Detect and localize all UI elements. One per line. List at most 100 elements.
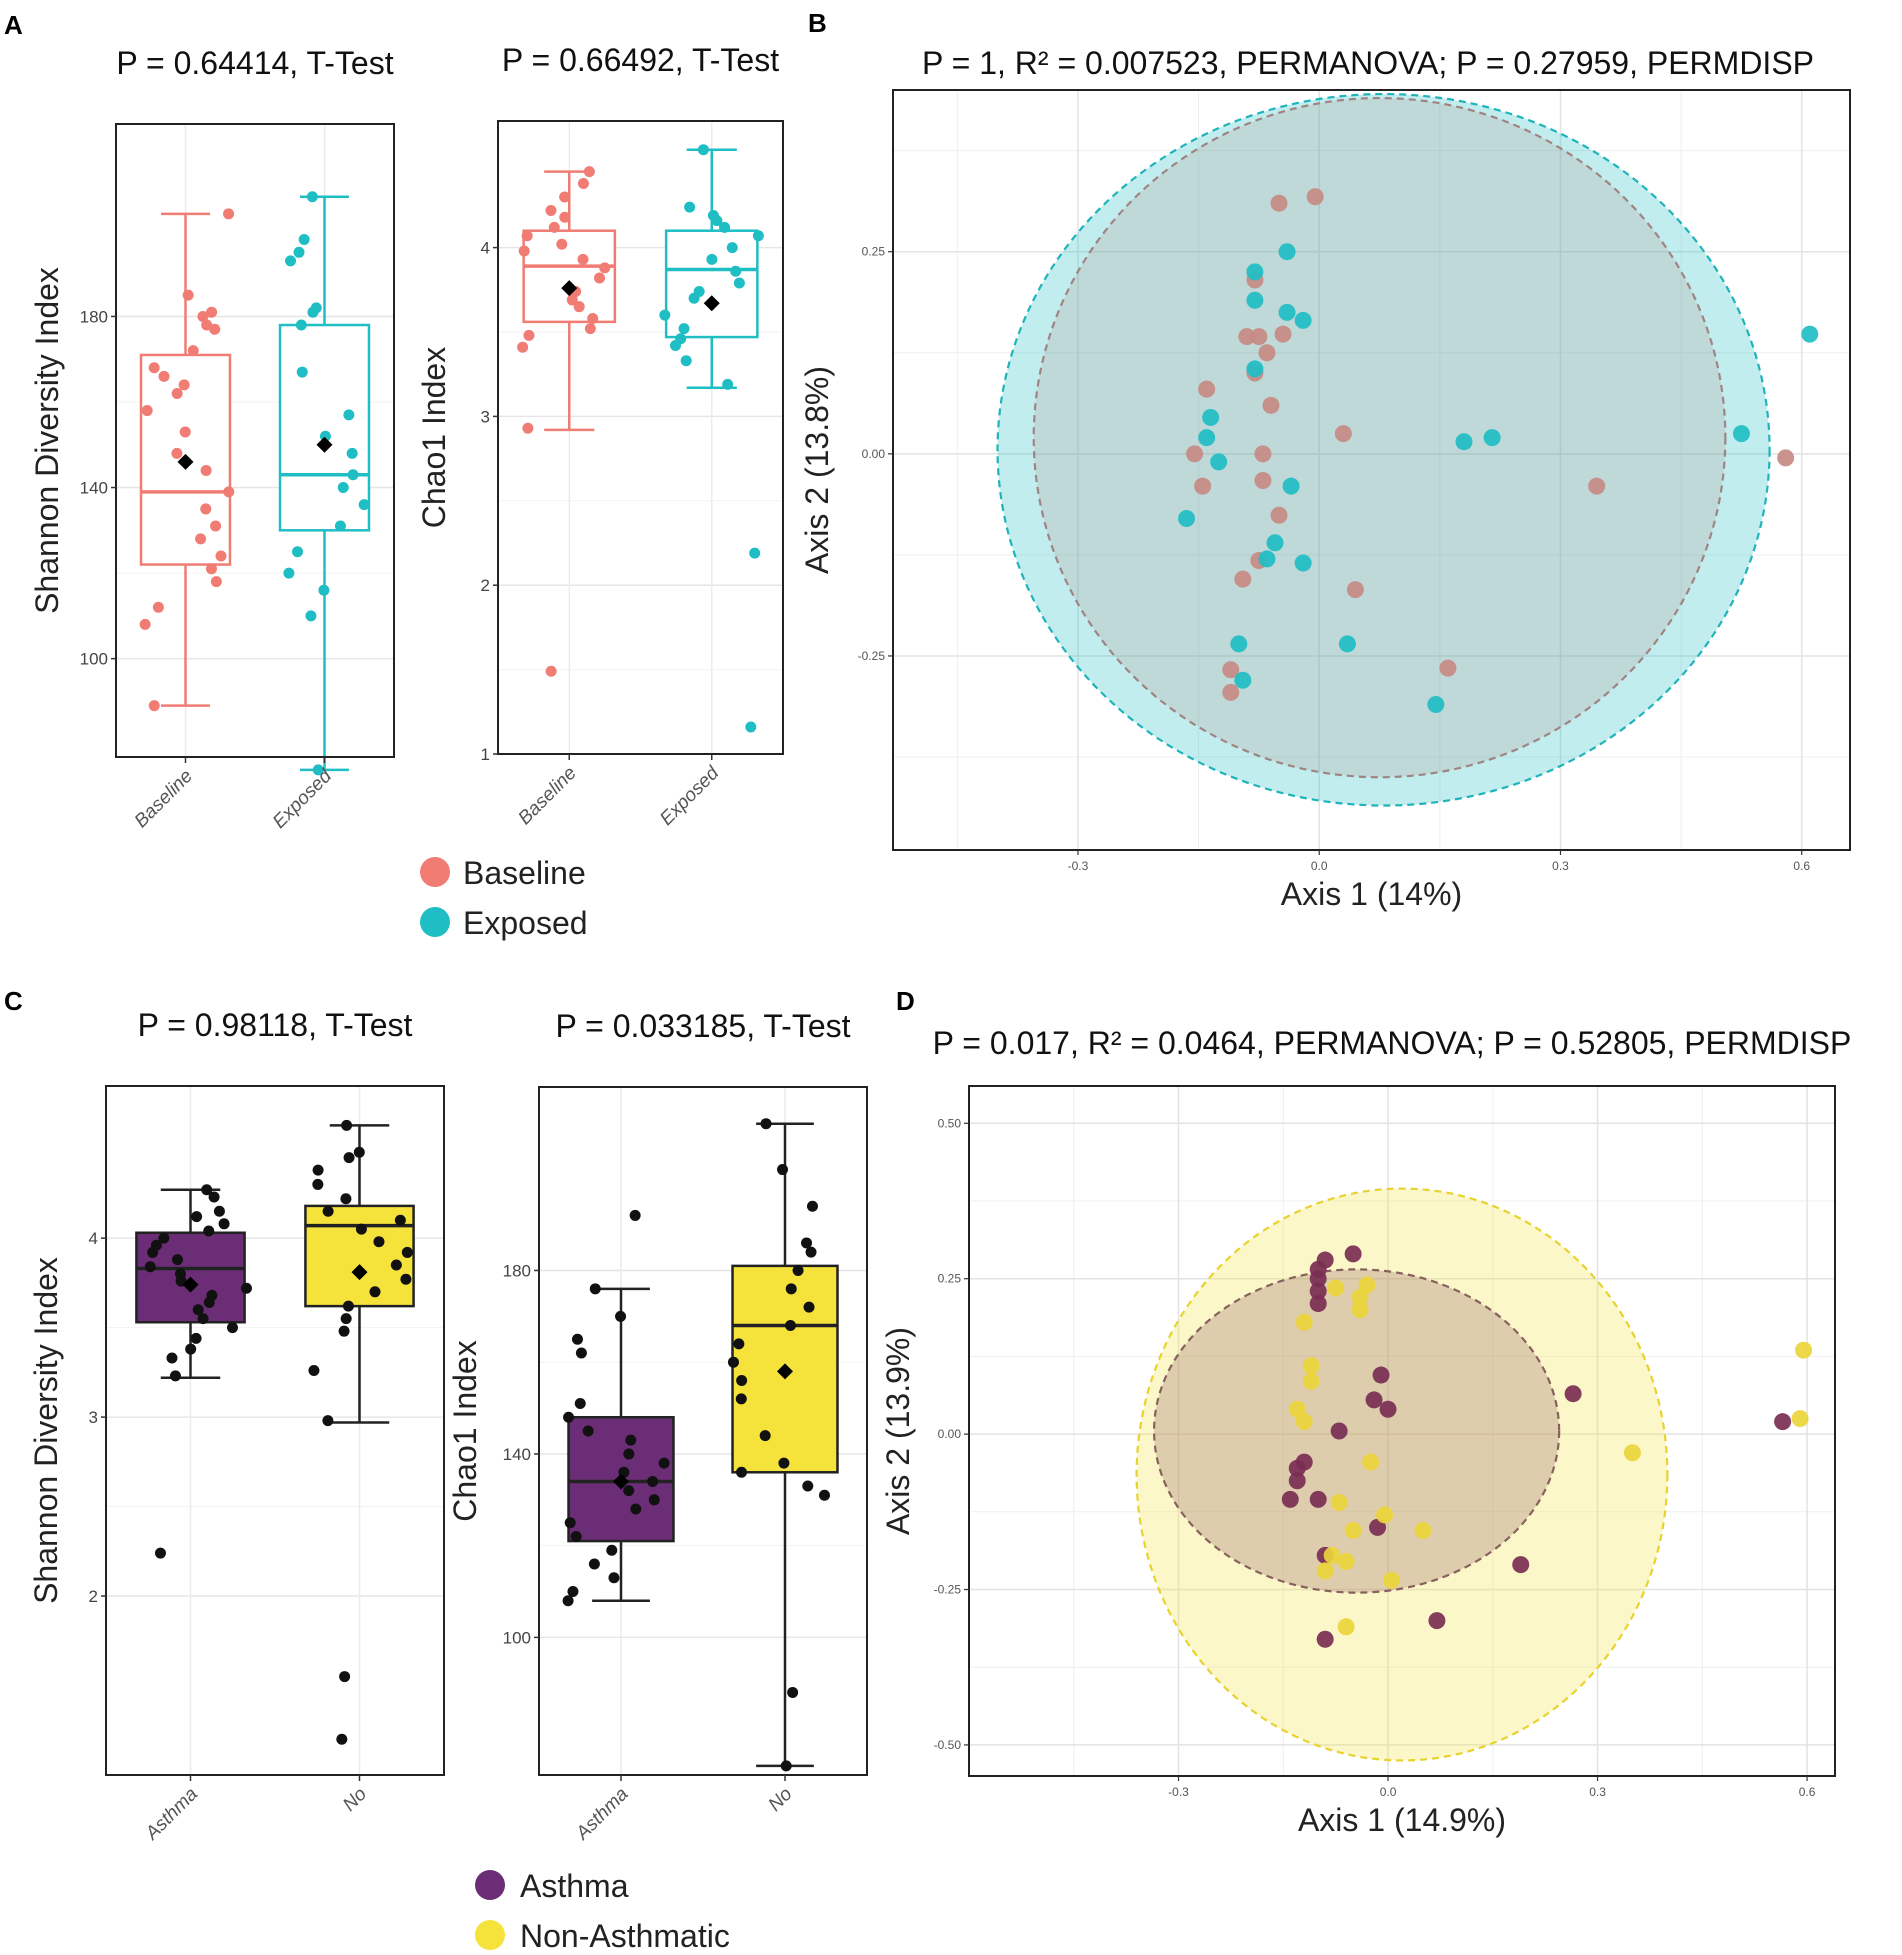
data-point-exposed [1294, 311, 1312, 329]
data-point [191, 1211, 203, 1223]
data-point [733, 1338, 745, 1350]
data-point [548, 221, 560, 233]
data-point [342, 1300, 354, 1312]
data-point [353, 1146, 365, 1158]
data-point-baseline [1306, 188, 1324, 206]
data-point-exposed [1338, 635, 1356, 653]
data-point [298, 233, 310, 245]
box-exposed [278, 323, 371, 532]
data-point-asthma [1330, 1422, 1348, 1440]
data-point-baseline [1222, 683, 1240, 701]
panel-label-c: C [4, 986, 23, 1016]
legend-swatch-asthma [475, 1870, 505, 1900]
y-tick-label: 140 [503, 1445, 531, 1464]
data-point-non-asthmatic [1376, 1506, 1394, 1524]
data-point [726, 242, 738, 254]
y-tick-label: 180 [503, 1261, 531, 1280]
legend-swatch-nonasthmatic [475, 1920, 505, 1950]
panel-label-a: A [4, 10, 23, 40]
x-tick-label: 0.3 [1552, 859, 1569, 873]
data-point [141, 405, 153, 417]
data-point-baseline [1262, 396, 1280, 414]
data-point [562, 1595, 574, 1607]
data-point [805, 1246, 817, 1258]
data-point [749, 547, 761, 559]
data-point [166, 1352, 178, 1364]
data-point-asthma [1379, 1400, 1397, 1418]
data-point [522, 422, 534, 434]
data-point-asthma [1365, 1391, 1383, 1409]
x-category-label: Baseline [131, 766, 197, 832]
data-point-non-asthmatic [1358, 1276, 1376, 1294]
y-tick-label: 2 [481, 576, 490, 595]
data-point [223, 208, 235, 220]
data-point-exposed [1427, 695, 1445, 713]
data-point [787, 1686, 799, 1698]
x-axis-label: Axis 1 (14%) [1281, 876, 1462, 912]
chart-a-shannon: 100 140 180 Baseline Exposed P = 0.64414, T-T… [29, 45, 395, 833]
data-point [306, 191, 318, 203]
mean-marker [316, 436, 333, 453]
data-point [139, 618, 151, 630]
data-point [144, 1261, 156, 1273]
data-point [577, 253, 589, 265]
confidence-ellipse-1 [1135, 1187, 1669, 1762]
data-point [678, 323, 690, 335]
data-point [582, 1425, 594, 1437]
data-point [190, 1332, 202, 1344]
data-point [201, 1184, 213, 1196]
plot-frame [115, 123, 395, 758]
data-point [394, 1214, 406, 1226]
data-point [577, 177, 589, 189]
data-point-exposed [1483, 429, 1501, 447]
data-point [390, 1259, 402, 1271]
data-point [669, 340, 681, 352]
x-tick-label: 0.0 [1311, 859, 1328, 873]
data-point [338, 1325, 350, 1337]
data-point [292, 546, 304, 558]
data-point [583, 166, 595, 178]
data-point [158, 1232, 170, 1244]
y-tick-label: 100 [80, 650, 108, 669]
chart-title: P = 0.033185, T-Test [555, 1008, 850, 1044]
data-point [745, 721, 757, 733]
data-point [305, 610, 317, 622]
plot-frame [968, 1085, 1836, 1777]
data-point [343, 1152, 355, 1164]
data-point-baseline [1270, 506, 1288, 524]
data-point-exposed [1455, 433, 1473, 451]
data-point [203, 1297, 215, 1309]
data-point [759, 1430, 771, 1442]
x-category-label: Exposed [269, 765, 337, 833]
data-point [209, 323, 221, 335]
data-point-exposed [1246, 263, 1264, 281]
data-point-non-asthmatic [1327, 1279, 1345, 1297]
plot-frame [538, 1086, 868, 1776]
y-axis-label: Chao1 Index [416, 347, 452, 528]
data-point [659, 309, 671, 321]
data-point [401, 1246, 413, 1258]
data-point [171, 387, 183, 399]
data-point [347, 469, 359, 481]
data-point-asthma [1774, 1413, 1792, 1431]
data-point [152, 601, 164, 613]
legend-label-asthma: Asthma [520, 1868, 629, 1904]
x-category-label: Asthma [571, 1784, 632, 1845]
y-axis-label: Shannon Diversity Index [29, 267, 65, 614]
data-point [559, 211, 571, 223]
data-point [784, 1320, 796, 1332]
data-point [697, 144, 709, 156]
x-tick-label: 0.6 [1799, 1785, 1816, 1799]
data-point-exposed [1278, 303, 1296, 321]
data-point-exposed [1210, 453, 1228, 471]
chart-d-pcoa: -0.3 0.0 0.3 0.6 -0.50 -0.25 0.00 0.25 0.50 P = 0… [880, 1025, 1851, 1838]
y-tick-label: 4 [481, 239, 490, 258]
data-point-exposed [1282, 477, 1300, 495]
chart-b-pcoa: -0.3 0.0 0.3 0.6 -0.25 0.00 0.25 P = 1, R² = 0.… [799, 45, 1851, 912]
data-point [736, 1466, 748, 1478]
y-tick-label: 180 [80, 307, 108, 326]
data-point [340, 1313, 352, 1325]
data-point-non-asthmatic [1414, 1521, 1432, 1539]
data-point-baseline [1258, 344, 1276, 362]
